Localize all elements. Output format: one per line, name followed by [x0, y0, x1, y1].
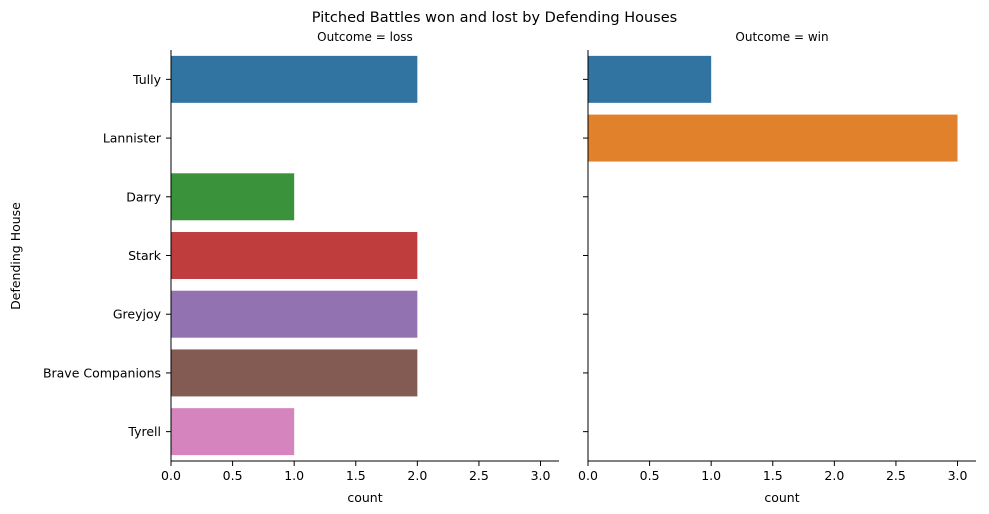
- bar-brave-companions: [171, 349, 418, 397]
- x-tick-label: 2.0: [407, 468, 427, 483]
- x-tick-label: 2.5: [469, 468, 489, 483]
- y-tick-label: Tyrell: [127, 424, 161, 439]
- panel-loss: Outcome = loss Tully Lannister Darry Stark Gr…: [43, 30, 559, 505]
- x-tick-label: 3.0: [531, 468, 551, 483]
- bar-lannister: [588, 114, 958, 162]
- y-tick-label: Lannister: [103, 131, 162, 146]
- chart-title: Pitched Battles won and lost by Defendin…: [312, 10, 677, 26]
- y-axis-label: Defending House: [8, 202, 23, 310]
- bar-greyjoy: [171, 290, 418, 338]
- x-tick-label: 1.5: [346, 468, 366, 483]
- x-tick-label: 3.0: [948, 468, 968, 483]
- x-axis-label: count: [764, 490, 799, 505]
- bar-tully: [588, 55, 712, 103]
- x-tick-label: 1.5: [763, 468, 783, 483]
- y-tick-label: Stark: [128, 248, 162, 263]
- x-tick-label: 0.5: [640, 468, 660, 483]
- x-tick-label: 2.0: [824, 468, 844, 483]
- x-tick-label: 1.0: [701, 468, 721, 483]
- y-tick-label: Brave Companions: [43, 365, 161, 380]
- x-tick-label: 0.5: [223, 468, 243, 483]
- x-axis-label: count: [347, 490, 382, 505]
- bar-tyrell: [171, 408, 295, 456]
- y-tick-label: Greyjoy: [113, 307, 162, 322]
- bar-darry: [171, 173, 295, 221]
- panel-win: Outcome = win 0.0 0.5 1.0 1.5 2.0 2.5 3.0 count: [578, 30, 976, 505]
- facet-title: Outcome = win: [735, 30, 828, 44]
- x-tick-label: 0.0: [161, 468, 181, 483]
- bar-stark: [171, 232, 418, 279]
- x-tick-label: 1.0: [284, 468, 304, 483]
- bar-tully: [171, 55, 418, 103]
- chart-panels: Outcome = loss Tully Lannister Darry Stark Gr…: [43, 30, 976, 505]
- y-tick-label: Darry: [126, 189, 161, 204]
- x-tick-label: 2.5: [886, 468, 906, 483]
- facet-title: Outcome = loss: [317, 30, 413, 44]
- x-tick-label: 0.0: [578, 468, 598, 483]
- y-tick-label: Tully: [132, 72, 162, 87]
